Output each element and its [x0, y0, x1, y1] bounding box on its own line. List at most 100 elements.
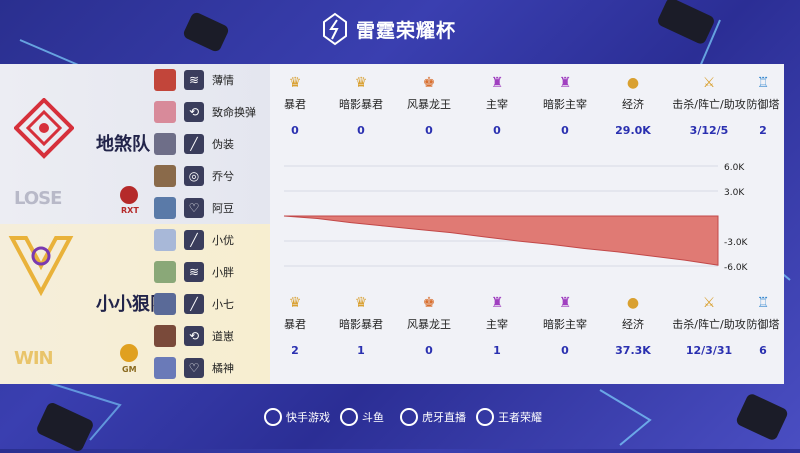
player-name: 阿豆 [212, 202, 234, 215]
stat-towers: ♖ 防御塔 2 [728, 74, 798, 137]
kuaishou-logo-icon [264, 408, 282, 426]
stat-value: 29.0K [615, 124, 651, 137]
tower-icon: ♖ [756, 295, 770, 311]
match-result-label: LOSE [14, 188, 62, 209]
summoner-spell-icon: ⟲ [184, 102, 204, 122]
sword-icon: ⚔ [702, 295, 716, 311]
player-row[interactable]: ≋ 小胖 [154, 256, 270, 288]
stat-tyrant: ♛ 暴君 2 [260, 294, 330, 357]
player-row[interactable]: ╱ 伪装 [154, 128, 270, 160]
player-name: 乔兮 [212, 170, 234, 183]
sword-icon: ⚔ [702, 75, 716, 91]
sponsor-huya: 虎牙直播 [400, 408, 466, 426]
stat-value: 2 [759, 124, 767, 137]
thunder-emblem-icon [323, 12, 347, 46]
player-name: 小胖 [212, 266, 234, 279]
player-list: ≋ 薄情 ⟲ 致命换弹 ╱ 伪装 ◎ 乔兮 ♡ 阿豆 [154, 64, 270, 224]
sponsor-name: 快手游戏 [286, 411, 330, 424]
hero-portrait [154, 101, 176, 123]
player-name: 道崽 [212, 330, 234, 343]
player-name: 小优 [212, 234, 234, 247]
shadow-overlord-icon: ♜ [558, 75, 572, 91]
stat-label: 主宰 [486, 98, 508, 111]
stat-overlord: ♜ 主宰 1 [462, 294, 532, 357]
stat-label: 击杀/阵亡/助攻 [672, 318, 746, 331]
stat-value: 0 [425, 124, 433, 137]
stat-value: 37.3K [615, 344, 651, 357]
stat-overlord: ♜ 主宰 0 [462, 74, 532, 137]
stat-label: 暗影暴君 [339, 318, 383, 331]
tower-icon: ♖ [756, 75, 770, 91]
player-row[interactable]: ⟲ 致命换弹 [154, 96, 270, 128]
team-tag-logo-icon [120, 186, 138, 204]
player-name: 小七 [212, 298, 234, 311]
player-row[interactable]: ≋ 薄情 [154, 64, 270, 96]
y-tick-label: 6.0K [724, 163, 745, 173]
sponsor-name: 王者荣耀 [498, 411, 542, 424]
player-row[interactable]: ╱ 小优 [154, 224, 270, 256]
stat-shadow-overlord: ♜ 暗影主宰 0 [530, 294, 600, 357]
team-stats-row-bottom: ♛ 暴君 2 ♛ 暗影暴君 1 ♚ 风暴龙王 0 ♜ 主宰 1 ♜ 暗影主宰 0 ● 经济 37.3K … [270, 294, 784, 374]
tyrant-icon: ♛ [288, 295, 302, 311]
hero-portrait [154, 325, 176, 347]
event-title: 雷霆荣耀杯 [356, 19, 457, 42]
summoner-spell-icon: ≋ [184, 262, 204, 282]
overlord-icon: ♜ [490, 75, 504, 91]
stat-shadow-tyrant: ♛ 暗影暴君 0 [326, 74, 396, 137]
stat-label: 暗影暴君 [339, 98, 383, 111]
stat-storm-dragon: ♚ 风暴龙王 0 [394, 74, 464, 137]
stat-value: 0 [493, 124, 501, 137]
stat-label: 暗影主宰 [543, 318, 587, 331]
summoner-spell-icon: ◎ [184, 166, 204, 186]
stat-label: 经济 [622, 318, 644, 331]
stat-value: 6 [759, 344, 767, 357]
shadow-overlord-icon: ♜ [558, 295, 572, 311]
stat-shadow-overlord: ♜ 暗影主宰 0 [530, 74, 600, 137]
stat-value: 0 [291, 124, 299, 137]
stat-label: 击杀/阵亡/助攻 [672, 98, 746, 111]
stat-label: 暗影主宰 [543, 98, 587, 111]
y-tick-label: -6.0K [724, 263, 749, 273]
stat-value: 0 [425, 344, 433, 357]
sponsor-name: 斗鱼 [362, 411, 384, 424]
team-emblem-icon [14, 98, 74, 159]
stat-label: 经济 [622, 98, 644, 111]
player-row[interactable]: ♡ 橘神 [154, 352, 270, 384]
event-logo: 雷霆荣耀杯 [322, 12, 456, 46]
scoreboard-panel: LOSE 地煞队 RXT ≋ 薄情 ⟲ 致命换弹 ╱ 伪装 [0, 64, 784, 384]
tyrant-icon: ♛ [288, 75, 302, 91]
douyu-logo-icon [340, 408, 358, 426]
stat-value: 12/3/31 [685, 344, 733, 357]
stat-label: 风暴龙王 [407, 98, 451, 111]
sponsor-douyu: 斗鱼 [340, 408, 384, 426]
stat-label: 防御塔 [746, 318, 780, 331]
team-panel-winning: WIN 小小狠队 GM ╱ 小优 ≋ 小胖 ╱ 小七 ⟲ [0, 224, 270, 384]
hero-portrait [154, 197, 176, 219]
economy-diff-area [283, 215, 719, 266]
summoner-spell-icon: ♡ [184, 358, 204, 378]
y-tick-label: -3.0K [724, 238, 749, 248]
stat-label: 防御塔 [746, 98, 780, 111]
team-tag-logo-icon [120, 344, 138, 362]
stat-value: 0 [561, 344, 569, 357]
summoner-spell-icon: ╱ [184, 134, 204, 154]
stat-value: 0 [561, 124, 569, 137]
player-row[interactable]: ⟲ 道崽 [154, 320, 270, 352]
shadow-tyrant-icon: ♛ [354, 295, 368, 311]
player-name: 致命换弹 [212, 106, 256, 119]
player-row[interactable]: ╱ 小七 [154, 288, 270, 320]
player-row[interactable]: ◎ 乔兮 [154, 160, 270, 192]
player-name: 伪装 [212, 138, 234, 151]
player-row[interactable]: ♡ 阿豆 [154, 192, 270, 224]
stat-value: 0 [357, 124, 365, 137]
team-name: 地煞队 [96, 134, 150, 155]
hero-portrait [154, 261, 176, 283]
stat-value: 1 [493, 344, 501, 357]
stat-value: 1 [357, 344, 365, 357]
summoner-spell-icon: ╱ [184, 294, 204, 314]
team-panel-losing: LOSE 地煞队 RXT ≋ 薄情 ⟲ 致命换弹 ╱ 伪装 [0, 64, 270, 224]
player-name: 薄情 [212, 74, 234, 87]
stat-value: 2 [291, 344, 299, 357]
stat-label: 暴君 [284, 98, 306, 111]
storm-dragon-icon: ♚ [422, 75, 436, 91]
